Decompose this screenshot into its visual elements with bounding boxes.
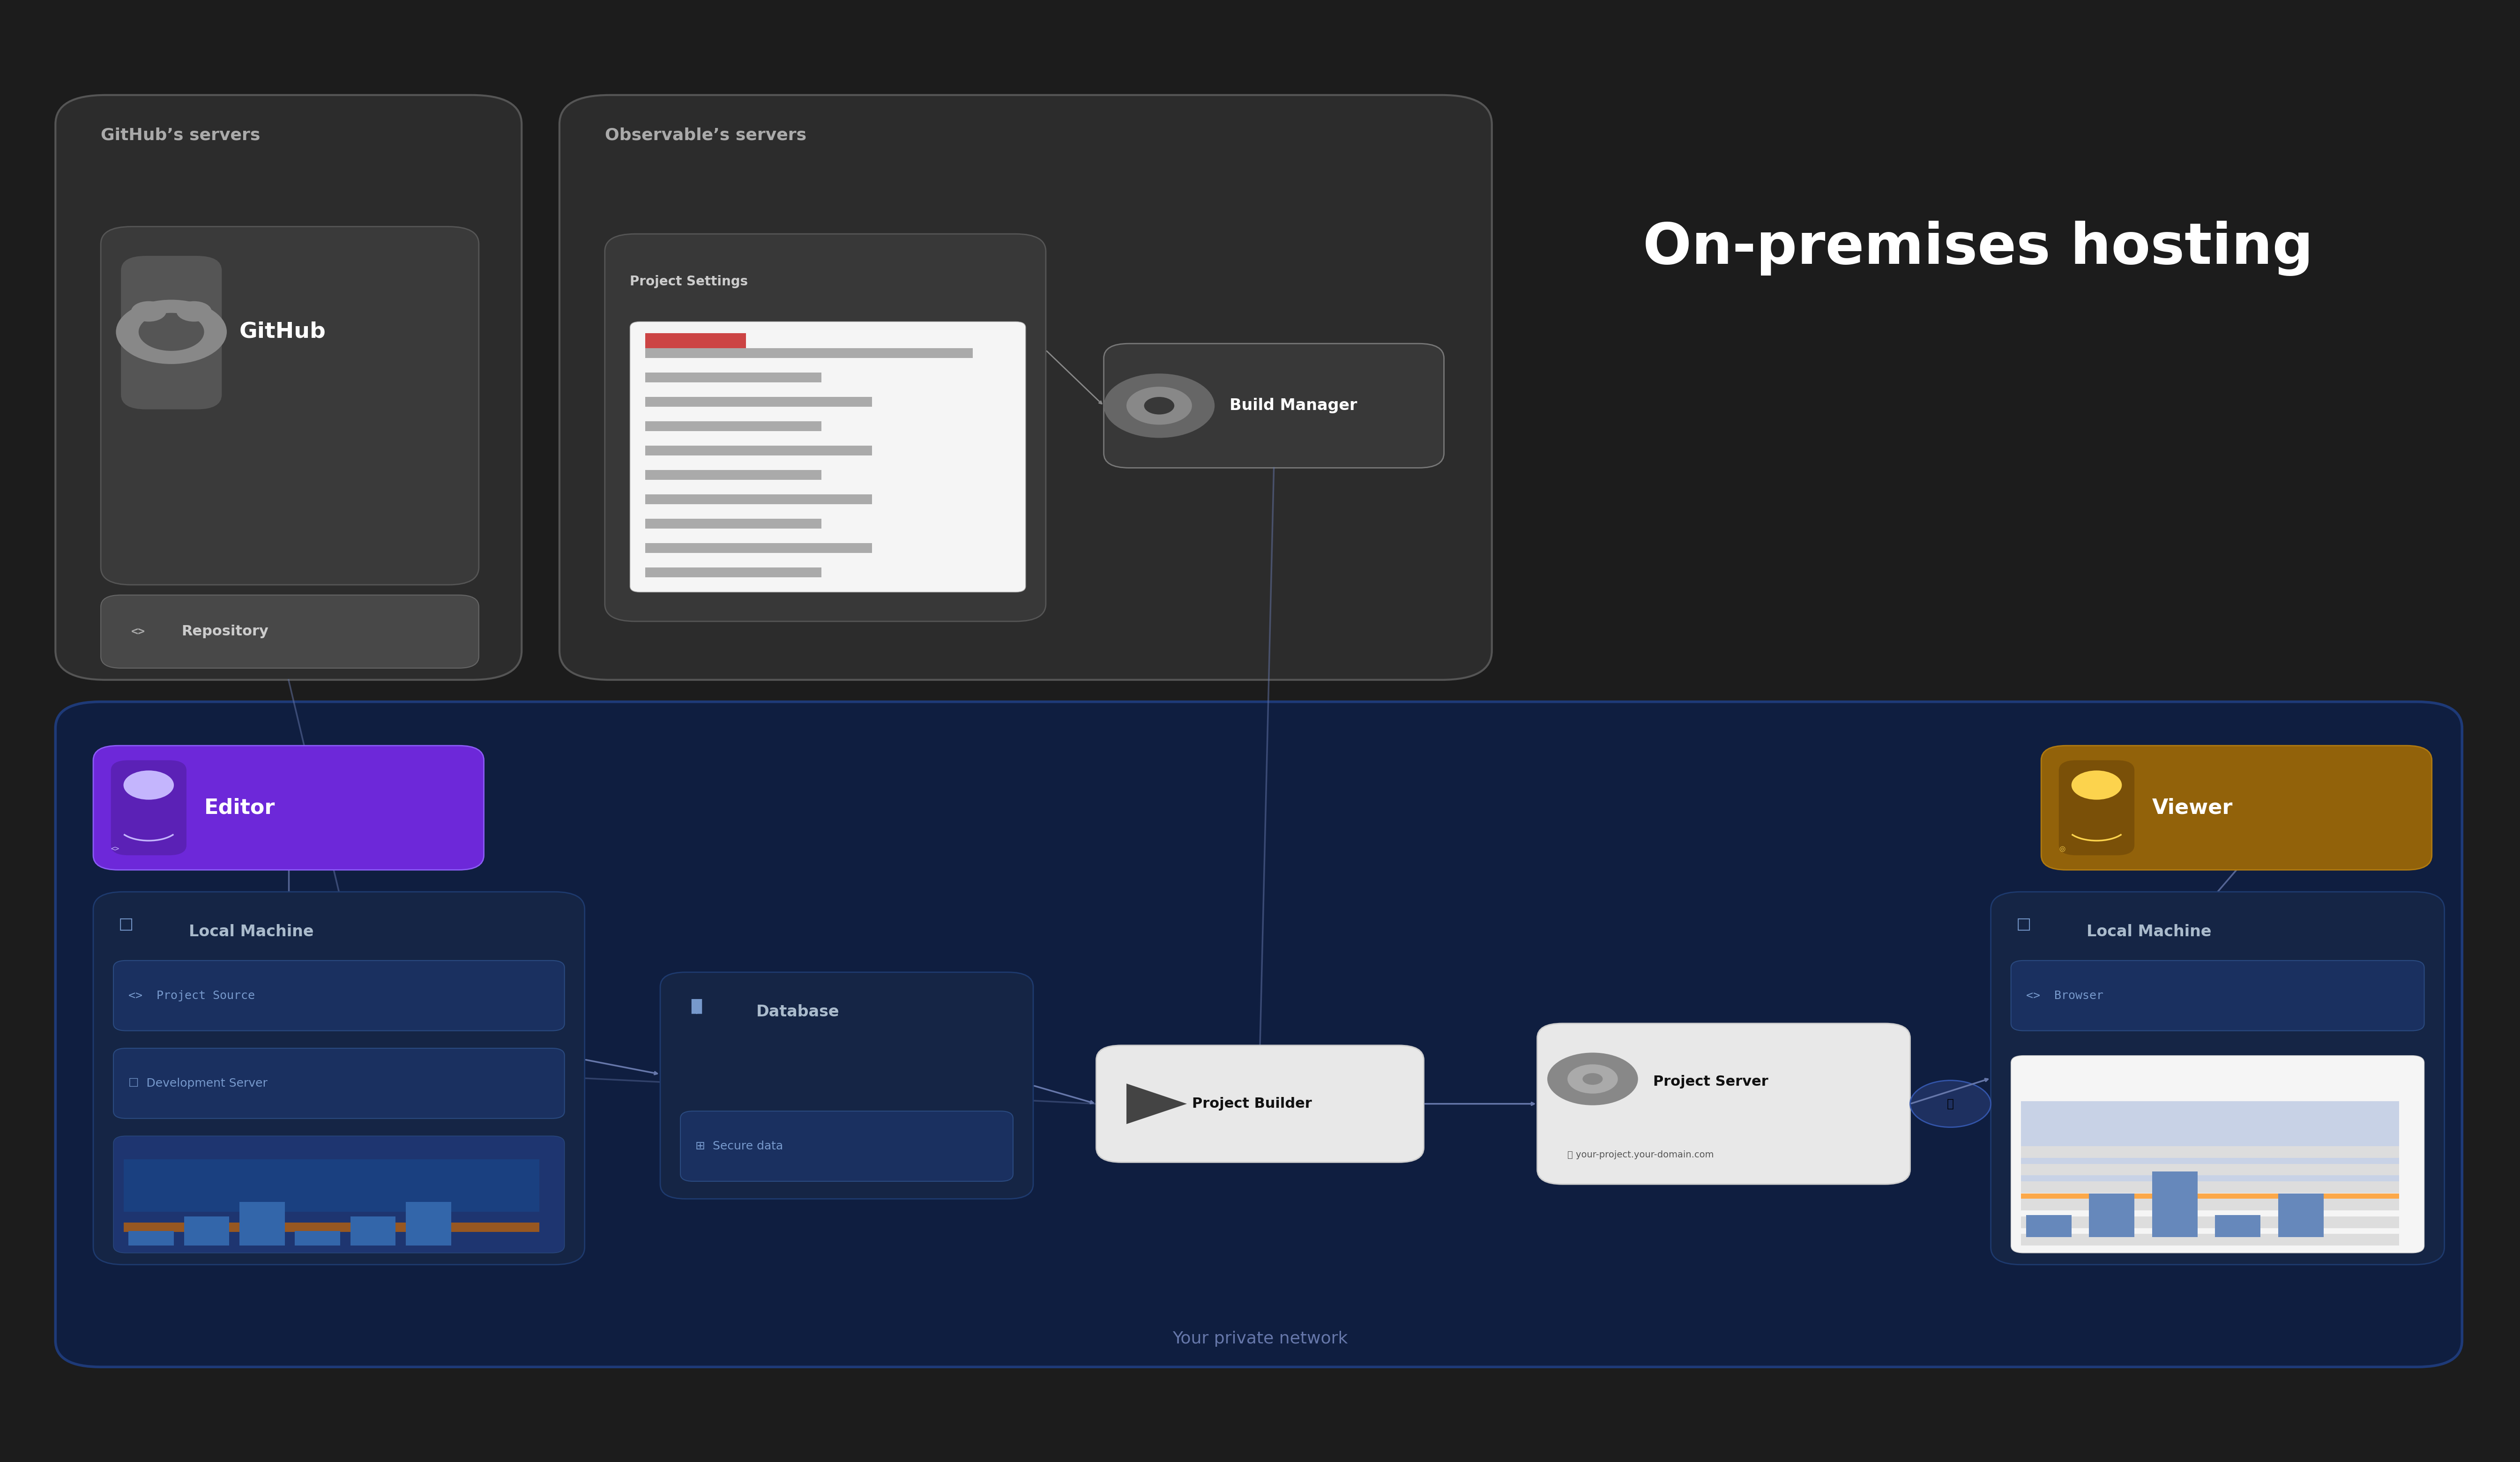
FancyBboxPatch shape xyxy=(2011,961,2424,1031)
Bar xyxy=(2021,1216,2399,1228)
Circle shape xyxy=(131,301,166,322)
Bar xyxy=(2215,1215,2260,1237)
Text: <>: <> xyxy=(111,845,118,852)
FancyBboxPatch shape xyxy=(93,746,484,870)
Text: ☐: ☐ xyxy=(2016,918,2031,934)
Bar xyxy=(129,1231,174,1246)
Text: Local Machine: Local Machine xyxy=(189,924,315,940)
FancyBboxPatch shape xyxy=(605,234,1046,621)
FancyBboxPatch shape xyxy=(121,256,222,409)
Bar xyxy=(406,1202,451,1246)
Text: ⊞  Secure data: ⊞ Secure data xyxy=(696,1140,784,1152)
Text: Repository: Repository xyxy=(181,624,270,639)
Bar xyxy=(645,519,822,529)
FancyBboxPatch shape xyxy=(1991,892,2444,1265)
Bar xyxy=(645,421,822,431)
Bar xyxy=(645,494,872,504)
Circle shape xyxy=(123,770,174,800)
Text: On-premises hosting: On-premises hosting xyxy=(1643,221,2313,276)
Bar xyxy=(645,446,872,456)
Circle shape xyxy=(1144,396,1174,414)
Bar xyxy=(295,1231,340,1246)
FancyBboxPatch shape xyxy=(1096,1045,1424,1162)
FancyBboxPatch shape xyxy=(630,322,1026,592)
Bar xyxy=(2021,1101,2399,1184)
FancyBboxPatch shape xyxy=(113,1136,564,1253)
Circle shape xyxy=(1583,1073,1603,1085)
Bar xyxy=(2021,1234,2399,1246)
Bar xyxy=(645,469,822,480)
Text: Observable’s servers: Observable’s servers xyxy=(605,127,806,143)
Text: GitHub: GitHub xyxy=(239,322,325,342)
Text: <>  Browser: <> Browser xyxy=(2026,990,2104,1001)
FancyBboxPatch shape xyxy=(2041,746,2432,870)
Bar xyxy=(645,348,973,358)
Bar xyxy=(645,396,872,406)
Text: Project Builder: Project Builder xyxy=(1192,1096,1313,1111)
Bar xyxy=(645,333,746,348)
Circle shape xyxy=(176,301,212,322)
Text: ☐: ☐ xyxy=(118,918,134,934)
FancyBboxPatch shape xyxy=(660,972,1033,1199)
Bar xyxy=(2278,1193,2323,1237)
Bar xyxy=(645,567,822,577)
Text: Database: Database xyxy=(756,1004,839,1020)
Text: Build Manager: Build Manager xyxy=(1230,398,1358,414)
FancyBboxPatch shape xyxy=(559,95,1492,680)
Circle shape xyxy=(1547,1053,1638,1105)
Text: Your private network: Your private network xyxy=(1172,1330,1348,1347)
Circle shape xyxy=(1126,386,1192,424)
Bar xyxy=(2026,1215,2071,1237)
FancyBboxPatch shape xyxy=(111,760,186,855)
Circle shape xyxy=(1910,1080,1991,1127)
Circle shape xyxy=(1104,373,1215,437)
Text: Project Settings: Project Settings xyxy=(630,275,748,288)
Text: Viewer: Viewer xyxy=(2152,798,2233,817)
Bar xyxy=(645,373,822,383)
FancyBboxPatch shape xyxy=(55,95,522,680)
Text: 🔗 your-project.your-domain.com: 🔗 your-project.your-domain.com xyxy=(1567,1151,1714,1159)
Circle shape xyxy=(1567,1064,1618,1094)
Text: ☐  Development Server: ☐ Development Server xyxy=(129,1077,267,1089)
Circle shape xyxy=(116,300,227,364)
Text: 🔒: 🔒 xyxy=(1948,1098,1953,1110)
FancyBboxPatch shape xyxy=(101,227,479,585)
Text: GitHub’s servers: GitHub’s servers xyxy=(101,127,260,143)
FancyBboxPatch shape xyxy=(1104,344,1444,468)
FancyBboxPatch shape xyxy=(113,1048,564,1118)
Bar xyxy=(2021,1146,2399,1158)
Bar xyxy=(2021,1164,2399,1175)
Text: Local Machine: Local Machine xyxy=(2087,924,2213,940)
Text: ▐▌: ▐▌ xyxy=(685,999,708,1013)
Bar xyxy=(645,542,872,553)
FancyBboxPatch shape xyxy=(1537,1023,1910,1184)
Bar xyxy=(123,1159,539,1212)
FancyBboxPatch shape xyxy=(2011,1056,2424,1253)
Circle shape xyxy=(2071,770,2122,800)
FancyBboxPatch shape xyxy=(113,961,564,1031)
Circle shape xyxy=(139,313,204,351)
Bar xyxy=(2021,1181,2399,1193)
Bar xyxy=(239,1202,285,1246)
Text: <>: <> xyxy=(131,626,146,637)
FancyBboxPatch shape xyxy=(93,892,585,1265)
Bar xyxy=(2089,1193,2134,1237)
FancyBboxPatch shape xyxy=(680,1111,1013,1181)
Text: <>  Project Source: <> Project Source xyxy=(129,990,255,1001)
FancyBboxPatch shape xyxy=(101,595,479,668)
Bar xyxy=(2021,1193,2399,1209)
Bar xyxy=(184,1216,229,1246)
Bar xyxy=(350,1216,396,1246)
Bar xyxy=(123,1222,539,1232)
FancyBboxPatch shape xyxy=(55,702,2462,1367)
Bar xyxy=(2021,1199,2399,1211)
Bar xyxy=(2152,1171,2197,1237)
Text: ◎: ◎ xyxy=(2059,845,2064,852)
Text: Editor: Editor xyxy=(204,798,275,817)
FancyBboxPatch shape xyxy=(2059,760,2134,855)
Text: Project Server: Project Server xyxy=(1653,1075,1769,1089)
